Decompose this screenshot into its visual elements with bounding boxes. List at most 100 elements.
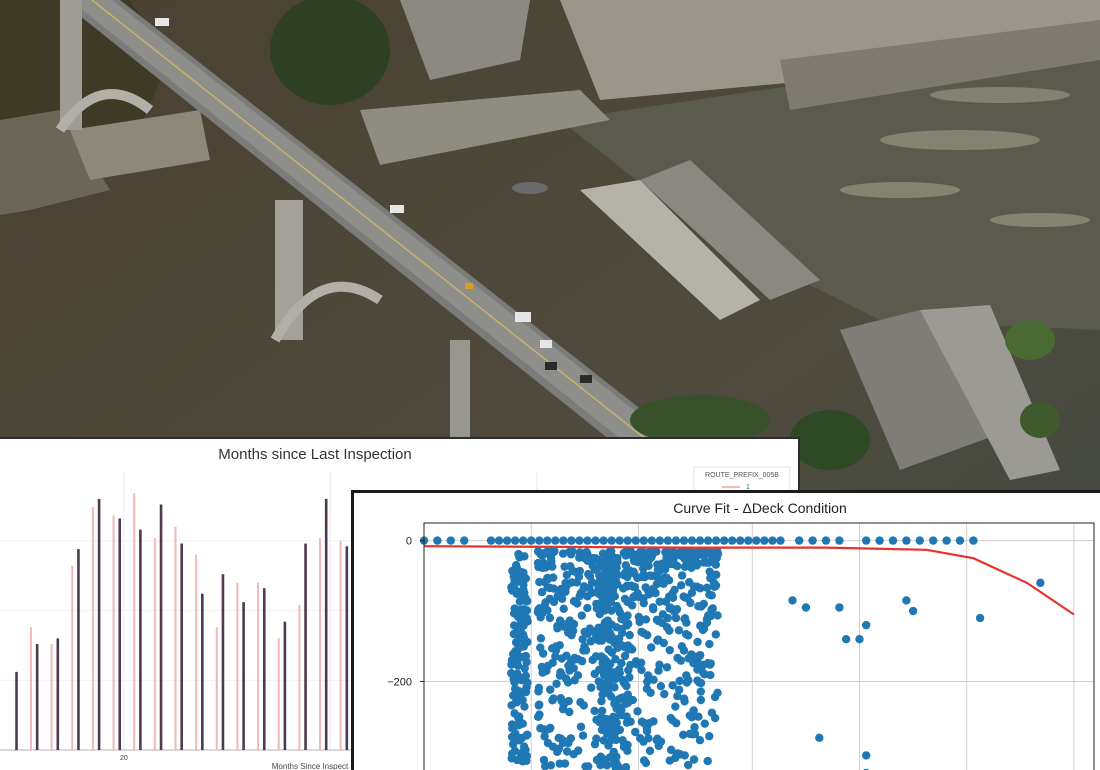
scatter-point — [559, 536, 568, 545]
scatter-point — [604, 558, 614, 568]
scatter-point — [680, 614, 689, 624]
scatter-point — [647, 536, 656, 545]
scatter-point — [596, 678, 605, 687]
scatter-point — [862, 536, 871, 545]
scatter-point — [702, 583, 712, 592]
scatter-point — [915, 536, 924, 545]
scatter-point — [565, 707, 574, 717]
scatter-point — [512, 755, 522, 765]
scatter-point — [637, 665, 646, 675]
scatter-point — [633, 707, 642, 716]
scatter-point — [590, 706, 599, 716]
curve-fit-plot-frame — [423, 522, 1095, 770]
scatter-point — [942, 536, 951, 545]
scatter-point — [665, 645, 674, 655]
scatter-point — [696, 687, 706, 696]
scatter-point — [639, 570, 648, 579]
scatter-point — [639, 628, 648, 638]
scatter-point — [520, 702, 529, 711]
scatter-point — [567, 578, 576, 587]
histogram-bar-light — [133, 493, 136, 750]
scatter-point — [639, 598, 648, 608]
scatter-point — [562, 747, 572, 756]
scatter-point — [697, 602, 706, 611]
scatter-point — [666, 713, 675, 723]
scatter-point — [612, 752, 621, 761]
scatter-point — [808, 536, 817, 545]
scatter-point — [623, 740, 632, 750]
scatter-point — [719, 536, 729, 545]
scatter-point — [625, 673, 634, 682]
histogram-bar-light — [153, 537, 156, 750]
scatter-point — [536, 613, 545, 622]
scatter-point — [679, 536, 689, 545]
scatter-point — [583, 603, 592, 613]
scatter-point — [548, 573, 558, 582]
scatter-point — [835, 603, 844, 612]
scatter-point — [540, 732, 549, 741]
scatter-point — [521, 745, 530, 755]
scatter-point — [611, 575, 620, 584]
scatter-point — [623, 582, 632, 591]
scatter-point — [433, 536, 442, 545]
scatter-point — [460, 536, 469, 545]
scatter-point — [678, 550, 687, 559]
scatter-point — [602, 621, 611, 631]
scatter-point — [695, 659, 704, 669]
scatter-point — [549, 548, 558, 557]
scatter-point — [706, 670, 715, 680]
scatter-point — [577, 656, 587, 666]
scatter-point — [599, 536, 608, 545]
curve-fit-y-tick-label: 0 — [406, 536, 412, 548]
scatter-point — [752, 536, 761, 545]
scatter-point — [687, 712, 697, 722]
histogram-bar-light — [112, 515, 115, 750]
scatter-point — [689, 755, 699, 764]
scatter-point — [653, 565, 663, 575]
scatter-point — [545, 613, 555, 623]
scatter-point — [537, 588, 547, 597]
scatter-point — [703, 548, 712, 558]
scatter-point — [548, 562, 557, 571]
scatter-point — [603, 685, 613, 695]
scatter-point — [599, 736, 608, 745]
scatter-point — [633, 589, 642, 598]
histogram-bar-dark — [118, 518, 122, 750]
scatter-point — [512, 674, 521, 684]
scatter-point — [612, 623, 621, 632]
scatter-point — [888, 536, 898, 545]
scatter-point — [671, 702, 680, 711]
scatter-point — [580, 551, 590, 560]
scatter-point — [875, 536, 884, 545]
scatter-point — [624, 666, 633, 675]
scatter-point — [632, 660, 642, 669]
scatter-point — [705, 567, 714, 576]
scatter-point — [673, 653, 682, 663]
scatter-point — [566, 562, 575, 571]
scatter-point — [760, 536, 769, 545]
scatter-point — [679, 592, 688, 601]
scatter-point — [653, 734, 662, 743]
scatter-point — [685, 553, 695, 563]
scatter-point — [606, 692, 616, 701]
scatter-point — [689, 706, 698, 715]
scatter-point — [655, 577, 664, 587]
scatter-point — [591, 554, 600, 563]
scatter-point — [703, 756, 712, 766]
scatter-point — [684, 631, 693, 640]
scatter-point — [507, 749, 517, 758]
scatter-point — [566, 734, 576, 743]
scatter-point — [569, 597, 579, 606]
scatter-point — [662, 623, 672, 632]
scatter-point — [634, 612, 644, 622]
scatter-point — [671, 536, 681, 545]
scatter-point — [514, 607, 523, 617]
scatter-point — [514, 712, 524, 721]
scatter-point — [643, 677, 652, 686]
scatter-point — [660, 689, 669, 699]
scatter-point — [815, 733, 824, 742]
scatter-point — [611, 674, 620, 684]
scatter-point — [704, 611, 713, 620]
scatter-point — [908, 606, 918, 616]
scatter-point — [705, 639, 714, 649]
